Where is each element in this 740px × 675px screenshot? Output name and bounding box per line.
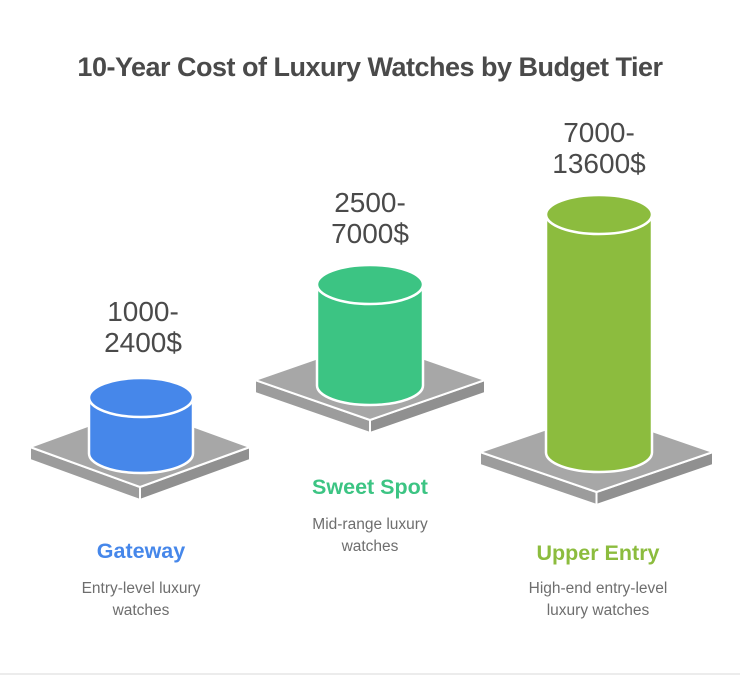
- upper-entry-tier-description: High-end entry-level luxury watches: [528, 580, 668, 619]
- sweet-spot-cylinder-graphic: [254, 263, 486, 434]
- gateway-cylinder-graphic: [29, 376, 251, 501]
- chart-title: 10-Year Cost of Luxury Watches by Budget…: [77, 52, 663, 82]
- gateway-tier-name: Gateway: [96, 539, 186, 563]
- cylinder-top-lid: [315, 263, 425, 306]
- gateway-value-range-label: 1000- 2400$: [104, 296, 182, 358]
- upper-entry-cylinder-graphic: [479, 193, 714, 506]
- upper-entry-value-range-label: 7000- 13600$: [552, 117, 646, 179]
- cylinder-top-lid: [544, 193, 654, 236]
- sweet-spot-value-range-label: 2500- 7000$: [331, 187, 409, 249]
- cylinder-body: [87, 396, 195, 475]
- gateway-tier-description: Entry-level luxury watches: [81, 580, 201, 619]
- upper-entry-tier-name: Upper Entry: [536, 541, 660, 565]
- cylinder-top-lid: [87, 376, 195, 419]
- cylinder-body: [544, 213, 654, 474]
- cylinder-body: [315, 283, 425, 407]
- page-bottom-border: [0, 673, 740, 675]
- sweet-spot-tier-name: Sweet Spot: [312, 475, 428, 499]
- sweet-spot-tier-description: Mid-range luxury watches: [312, 516, 428, 555]
